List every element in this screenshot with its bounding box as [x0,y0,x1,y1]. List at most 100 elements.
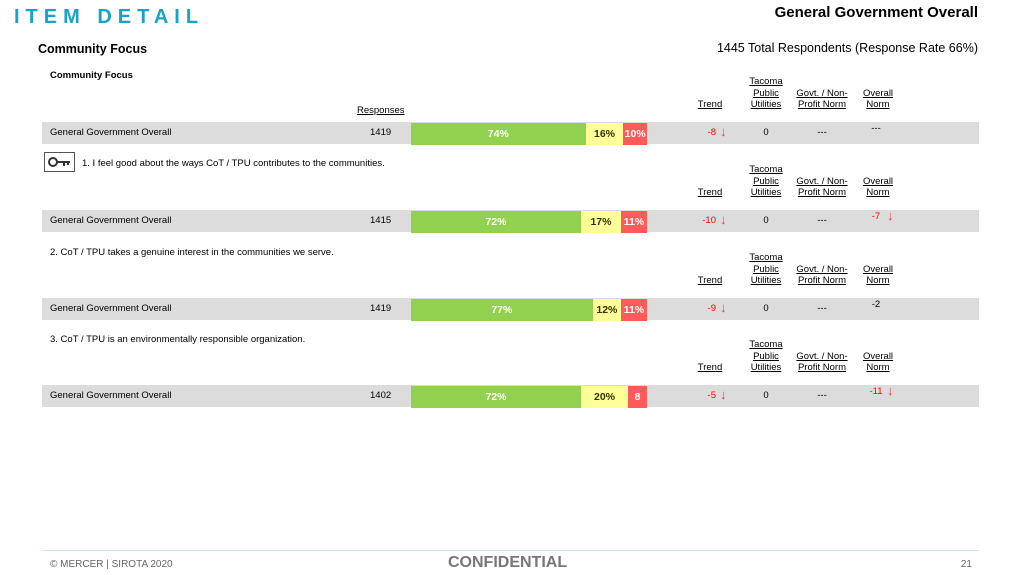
tpu-header-line: Public [753,350,779,362]
responses-count: 1419 [370,303,392,314]
down-arrow-icon: ↓ [720,387,727,402]
tpu-value: 0 [763,127,769,138]
tpu-header-line: Tacoma [749,252,783,263]
responses-count: 1415 [370,215,392,226]
govt-norm-column-header: Govt. / Non- Profit Norm [787,88,857,111]
overall-norm-column-header: Overall Norm [853,351,903,374]
row-label: General Government Overall [50,215,172,226]
tpu-column-header: Tacoma Public Utilities [736,76,796,111]
govt-norm-column-header: Govt. / Non- Profit Norm [787,176,857,199]
trend-column-header: Trend [697,275,723,286]
topic-label: Community Focus [50,70,133,81]
tpu-value: 0 [763,215,769,226]
tpu-header-line: Tacoma [749,164,783,175]
question-text: 3. CoT / TPU is an environmentally respo… [50,334,306,345]
govt-norm-value: --- [817,127,827,138]
govt-norm-column-header: Govt. / Non- Profit Norm [787,351,857,374]
neutral-segment: 12% [592,299,622,321]
trend-value: -8 [707,127,716,138]
row-label: General Government Overall [50,390,172,401]
tpu-header-line: Tacoma [749,76,783,87]
tpu-column-header: Tacoma Public Utilities [736,339,796,374]
trend-cell: -10 [686,210,716,232]
overall-norm-value: -11 [869,386,883,397]
tpu-header-line: Utilities [750,187,782,198]
unfavorable-segment: 11% [621,299,647,321]
tpu-header-line: Utilities [750,362,782,373]
question-text: 1. I feel good about the ways CoT / TPU … [82,158,385,169]
down-arrow-icon: ↓ [720,300,727,315]
unfavorable-segment: 8 [628,386,647,408]
page-title: ITEM DETAIL [14,6,205,28]
trend-cell: -8 [686,122,716,144]
neutral-segment: 17% [580,211,622,233]
tpu-value: 0 [763,390,769,401]
tpu-header-line: Utilities [750,99,782,110]
overall-header-line: Overall [862,350,894,362]
govt-header-line: Profit Norm [797,187,847,198]
govt-header-line: Profit Norm [797,99,847,110]
stacked-bar: 77% 12% 11% [411,299,647,321]
overall-norm-column-header: Overall Norm [853,88,903,111]
overall-norm-value: -2 [871,299,881,310]
stacked-bar: 74% 16% 10% [411,123,647,145]
overall-norm-value: -7 [871,211,881,222]
respondents-summary: 1445 Total Respondents (Response Rate 66… [716,41,978,55]
overall-norm-column-header: Overall Norm [853,176,903,199]
overall-header-line: Overall [862,175,894,187]
overall-header-line: Norm [866,187,890,198]
favorable-segment: 74% [411,123,586,145]
govt-header-line: Govt. / Non- [796,87,848,99]
responses-column-header: Responses [357,105,405,116]
tpu-value: 0 [763,303,769,314]
stacked-bar: 72% 17% 11% [411,211,647,233]
down-arrow-icon: ↓ [887,383,894,398]
tpu-header-line: Public [753,263,779,275]
report-title: General Government Overall [774,4,978,21]
overall-header-line: Overall [862,263,894,275]
confidential-label: CONFIDENTIAL [448,554,568,571]
key-icon[interactable] [44,152,75,172]
unfavorable-segment: 10% [623,123,647,145]
responses-count: 1419 [370,127,392,138]
neutral-segment: 16% [585,123,624,145]
govt-norm-value: --- [817,303,827,314]
overall-norm-value: --- [871,123,881,134]
govt-norm-value: --- [817,215,827,226]
favorable-segment: 72% [411,386,581,408]
trend-column-header: Trend [697,187,723,198]
down-arrow-icon: ↓ [720,212,727,227]
tpu-column-header: Tacoma Public Utilities [736,164,796,199]
section-title: Community Focus [38,42,148,56]
trend-column-header: Trend [697,362,723,373]
trend-cell: -9 [686,298,716,320]
trend-column-header: Trend [697,99,723,110]
tpu-column-header: Tacoma Public Utilities [736,252,796,287]
govt-header-line: Govt. / Non- [796,350,848,362]
tpu-header-line: Public [753,87,779,99]
unfavorable-segment: 11% [621,211,647,233]
key-icon-graphic [48,157,70,167]
trend-value: -9 [707,303,716,314]
overall-header-line: Norm [866,362,890,373]
govt-header-line: Profit Norm [797,362,847,373]
question-text: 2. CoT / TPU takes a genuine interest in… [50,247,334,258]
neutral-segment: 20% [580,386,629,408]
stacked-bar: 72% 20% 8 [411,386,647,408]
down-arrow-icon: ↓ [887,208,894,223]
tpu-header-line: Public [753,175,779,187]
trend-cell: -5 [686,385,716,407]
trend-value: -5 [707,390,716,401]
row-label: General Government Overall [50,303,172,314]
copyright: © MERCER | SIROTA 2020 [50,559,173,570]
row-label: General Government Overall [50,127,172,138]
govt-norm-column-header: Govt. / Non- Profit Norm [787,264,857,287]
overall-header-line: Norm [866,275,890,286]
govt-header-line: Govt. / Non- [796,263,848,275]
trend-value: -10 [702,215,716,226]
overall-header-line: Norm [866,99,890,110]
overall-header-line: Overall [862,87,894,99]
favorable-segment: 72% [411,211,581,233]
page-number: 21 [960,559,972,570]
tpu-header-line: Utilities [750,275,782,286]
